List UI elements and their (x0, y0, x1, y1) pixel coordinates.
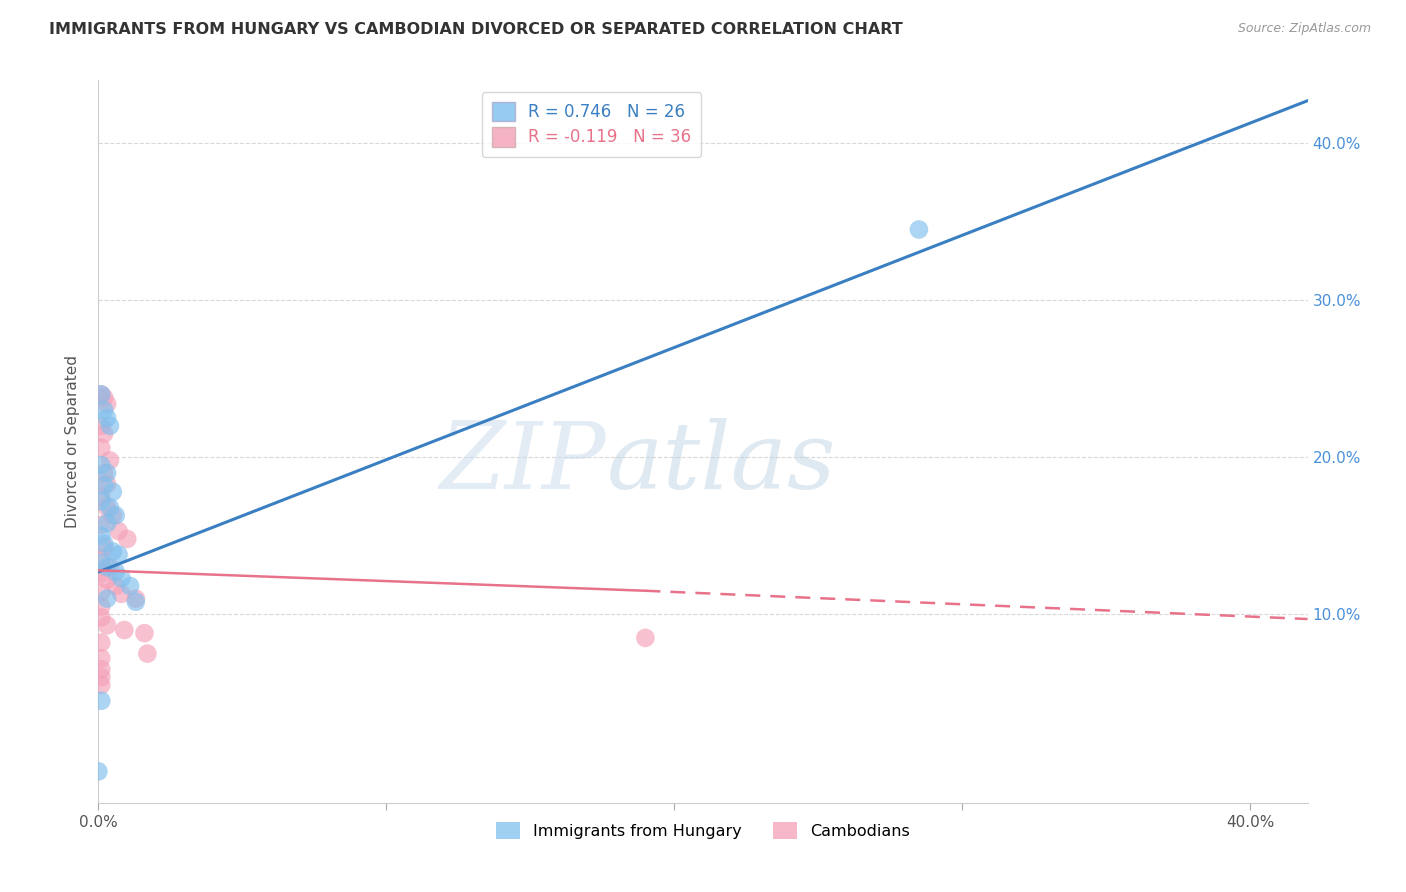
Point (90, 651, 112, 665)
Point (96, 516, 118, 531)
Point (112, 623, 135, 637)
Point (90, 662, 112, 676)
Point (101, 484, 124, 499)
Point (93, 403, 115, 417)
Point (90, 670, 112, 684)
Point (93, 466, 115, 480)
Point (96, 500, 118, 515)
Y-axis label: Divorced or Separated: Divorced or Separated (65, 355, 80, 528)
Point (98, 560, 121, 574)
Point (90, 387, 112, 401)
Point (101, 508, 124, 523)
Point (98, 453, 121, 467)
Point (90, 490, 112, 504)
Point (125, 591, 148, 606)
Point (90, 585, 112, 599)
Point (107, 548, 129, 562)
Point (908, 222, 931, 236)
Point (90, 387, 112, 401)
Point (125, 595, 148, 609)
Point (90, 566, 112, 581)
Point (110, 587, 132, 601)
Point (115, 532, 138, 546)
Point (90, 529, 112, 543)
Point (93, 426, 115, 441)
Point (90, 550, 112, 565)
Text: IMMIGRANTS FROM HUNGARY VS CAMBODIAN DIVORCED OR SEPARATED CORRELATION CHART: IMMIGRANTS FROM HUNGARY VS CAMBODIAN DIV… (49, 22, 903, 37)
Point (90, 458, 112, 472)
Point (136, 647, 159, 661)
Point (107, 524, 129, 538)
Point (96, 591, 118, 606)
Point (96, 397, 118, 411)
Point (90, 635, 112, 649)
Point (110, 571, 132, 585)
Point (93, 478, 115, 492)
Point (96, 477, 118, 491)
Point (104, 579, 127, 593)
Point (96, 618, 118, 632)
Point (134, 626, 156, 640)
Point (120, 579, 142, 593)
Point (101, 544, 124, 558)
Point (90, 678, 112, 692)
Point (98, 500, 121, 515)
Point (90, 441, 112, 455)
Point (90, 494, 112, 508)
Text: Source: ZipAtlas.com: Source: ZipAtlas.com (1237, 22, 1371, 36)
Point (90, 610, 112, 624)
Point (90, 599, 112, 614)
Point (96, 466, 118, 480)
Legend: Immigrants from Hungary, Cambodians: Immigrants from Hungary, Cambodians (489, 816, 917, 846)
Point (90, 556, 112, 570)
Point (90, 694, 112, 708)
Point (104, 565, 127, 579)
Point (96, 573, 118, 587)
Point (634, 631, 657, 645)
Point (98, 418, 121, 433)
Point (96, 411, 118, 425)
Point (104, 508, 127, 523)
Point (90, 517, 112, 532)
Point (93, 536, 115, 550)
Text: atlas: atlas (606, 418, 837, 508)
Point (96, 560, 118, 574)
Point (90, 418, 112, 433)
Point (93, 391, 115, 405)
Point (87, 764, 110, 779)
Point (93, 540, 115, 554)
Text: ZIP: ZIP (440, 418, 606, 508)
